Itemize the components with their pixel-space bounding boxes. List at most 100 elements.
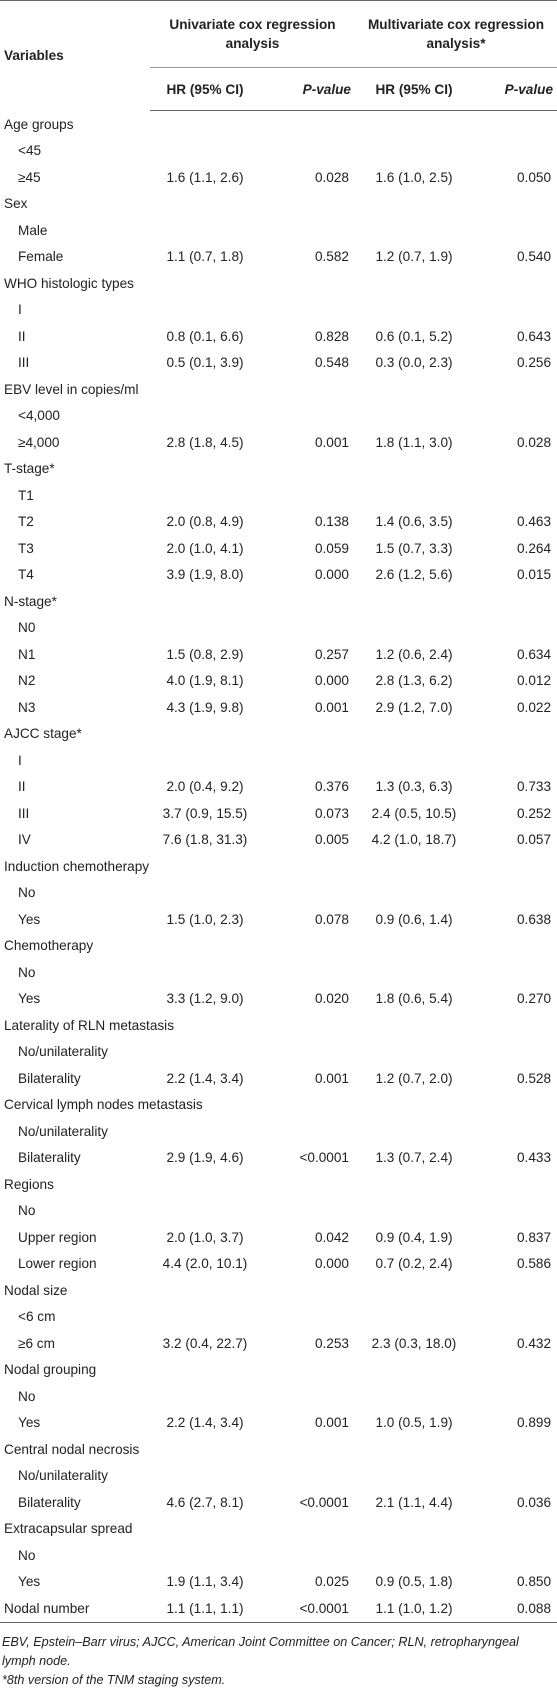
level-row: Yes 1.5 (1.0, 2.3) 0.078 0.9 (0.6, 1.4) 0.63… bbox=[0, 906, 557, 933]
subheader: HR (95% CI) bbox=[150, 67, 260, 111]
cell: 3.2 (0.4, 22.7) bbox=[162, 1335, 248, 1351]
cell bbox=[150, 1012, 557, 1039]
cell: 0.012 bbox=[516, 673, 552, 689]
cell: 0.138 bbox=[314, 514, 349, 530]
cell: 7.6 (1.8, 31.3) bbox=[162, 832, 248, 848]
group-row: Induction chemotherapy bbox=[0, 853, 557, 880]
cell: 0.548 bbox=[314, 355, 349, 371]
level-name: No bbox=[18, 1203, 36, 1219]
cell bbox=[150, 1516, 557, 1543]
level-name: No bbox=[18, 885, 36, 901]
level-row: No bbox=[0, 880, 557, 907]
cell: 0.001 bbox=[314, 434, 349, 450]
group-row: N-stage* bbox=[0, 588, 557, 615]
cell: 3.7 (0.9, 15.5) bbox=[162, 805, 248, 821]
cell: 0.8 (0.1, 6.6) bbox=[166, 328, 244, 344]
cell bbox=[150, 191, 557, 218]
cell bbox=[150, 270, 557, 297]
cell bbox=[150, 1092, 557, 1119]
cell bbox=[150, 853, 557, 880]
cell: 1.5 (0.7, 3.3) bbox=[375, 540, 453, 556]
cell: 0.643 bbox=[516, 328, 552, 344]
level-row: Male bbox=[0, 217, 557, 244]
level-name: <4,000 bbox=[18, 408, 60, 424]
level-row: ≥45 1.6 (1.1, 2.6) 0.028 1.6 (1.0, 2.5) 0.05… bbox=[0, 164, 557, 191]
group-name: T-stage* bbox=[4, 461, 55, 477]
cell bbox=[150, 1198, 557, 1225]
level-row: II 0.8 (0.1, 6.6) 0.828 0.6 (0.1, 5.2) 0.643 bbox=[0, 323, 557, 350]
group-row: WHO histologic types bbox=[0, 270, 557, 297]
group-name: Nodal size bbox=[4, 1282, 68, 1298]
cell: 0.376 bbox=[314, 779, 349, 795]
cell bbox=[150, 1436, 557, 1463]
level-name: ≥45 bbox=[18, 169, 41, 185]
cell bbox=[150, 588, 557, 615]
cell: 0.042 bbox=[314, 1229, 349, 1245]
cell: 0.528 bbox=[516, 1070, 552, 1086]
cell: 0.257 bbox=[314, 646, 349, 662]
cell: 0.088 bbox=[473, 1595, 557, 1623]
group-name: AJCC stage* bbox=[4, 726, 82, 742]
level-name: ≥4,000 bbox=[18, 434, 60, 450]
cell: 2.6 (1.2, 5.6) bbox=[375, 567, 453, 583]
level-row: No bbox=[0, 1542, 557, 1569]
level-row: No/unilaterality bbox=[0, 1463, 557, 1490]
level-row: N3 4.3 (1.9, 9.8) 0.001 2.9 (1.2, 7.0) 0.022 bbox=[0, 694, 557, 721]
cell: 0.899 bbox=[516, 1415, 552, 1431]
group-row: Nodal size bbox=[0, 1277, 557, 1304]
group-row: Regions bbox=[0, 1171, 557, 1198]
level-row: <6 cm bbox=[0, 1304, 557, 1331]
level-name: Yes bbox=[18, 1574, 41, 1590]
cell: 4.6 (2.7, 8.1) bbox=[166, 1494, 244, 1510]
level-name: T3 bbox=[18, 540, 34, 556]
cell: 0.9 (0.6, 1.4) bbox=[375, 911, 453, 927]
subheader: P-value bbox=[260, 67, 355, 111]
level-row: N2 4.0 (1.9, 8.1) 0.000 2.8 (1.3, 6.2) 0.012 bbox=[0, 668, 557, 695]
group-name: Central nodal necrosis bbox=[4, 1441, 140, 1457]
group-name: Chemotherapy bbox=[4, 938, 94, 954]
cell bbox=[150, 1357, 557, 1384]
cell: 1.8 (0.6, 5.4) bbox=[375, 991, 453, 1007]
level-row: Upper region 2.0 (1.0, 3.7) 0.042 0.9 (0.4,… bbox=[0, 1224, 557, 1251]
cell: 0.001 bbox=[314, 1415, 349, 1431]
cell: 0.025 bbox=[314, 1574, 349, 1590]
level-name: No/unilaterality bbox=[18, 1468, 108, 1484]
cell: <0.0001 bbox=[299, 1150, 349, 1166]
cell bbox=[150, 1463, 557, 1490]
level-name: ≥6 cm bbox=[18, 1335, 55, 1351]
cell: 0.5 (0.1, 3.9) bbox=[166, 355, 244, 371]
cell: 2.4 (0.5, 10.5) bbox=[371, 805, 457, 821]
cell: 0.000 bbox=[314, 567, 349, 583]
cell bbox=[150, 482, 557, 509]
level-name: Yes bbox=[18, 991, 41, 1007]
cell bbox=[150, 880, 557, 907]
cell: 1.1 (1.0, 1.2) bbox=[355, 1595, 473, 1623]
group-row: Central nodal necrosis bbox=[0, 1436, 557, 1463]
cell: 4.0 (1.9, 8.1) bbox=[166, 673, 244, 689]
cell bbox=[150, 138, 557, 165]
level-name: Yes bbox=[18, 1415, 41, 1431]
group-name: Sex bbox=[4, 196, 28, 212]
cell: 3.3 (1.2, 9.0) bbox=[166, 991, 244, 1007]
level-name: <6 cm bbox=[18, 1309, 56, 1325]
cell: 0.073 bbox=[314, 805, 349, 821]
cell: 0.057 bbox=[516, 832, 552, 848]
cell bbox=[150, 1171, 557, 1198]
level-name: Bilaterality bbox=[18, 1150, 81, 1166]
cell: 1.2 (0.6, 2.4) bbox=[375, 646, 453, 662]
level-row: No bbox=[0, 1198, 557, 1225]
footnote: EBV, Epstein–Barr virus; AJCC, American … bbox=[2, 1634, 519, 1668]
level-row: Yes 1.9 (1.1, 3.4) 0.025 0.9 (0.5, 1.8) 0.85… bbox=[0, 1569, 557, 1596]
cell: 2.2 (1.4, 3.4) bbox=[166, 1415, 244, 1431]
cell: 2.9 (1.9, 4.6) bbox=[166, 1150, 244, 1166]
level-name: T2 bbox=[18, 514, 34, 530]
level-row: N0 bbox=[0, 615, 557, 642]
cell: 0.638 bbox=[516, 911, 552, 927]
level-row: Yes 2.2 (1.4, 3.4) 0.001 1.0 (0.5, 1.9) 0.89… bbox=[0, 1410, 557, 1437]
cell bbox=[150, 1277, 557, 1304]
cell: 0.028 bbox=[314, 169, 349, 185]
header-variables: Variables bbox=[0, 0, 150, 111]
cell: 0.432 bbox=[516, 1335, 552, 1351]
level-row: No bbox=[0, 1383, 557, 1410]
level-name: No/unilaterality bbox=[18, 1044, 108, 1060]
